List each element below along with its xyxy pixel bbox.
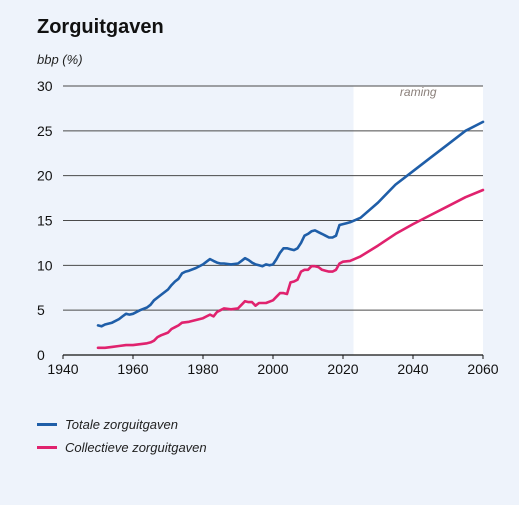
legend-item-total: Totale zorguitgaven bbox=[37, 414, 207, 434]
legend-item-collective: Collectieve zorguitgaven bbox=[37, 437, 207, 457]
y-axis-label: bbp (%) bbox=[37, 52, 83, 67]
y-tick-label-10: 10 bbox=[37, 257, 53, 273]
series-line-total bbox=[96, 120, 485, 328]
line-chart: raming 0 5 10 15 20 25 30 1940 1960 1980 2000 2020 2… bbox=[37, 78, 499, 377]
legend-label-total: Totale zorguitgaven bbox=[65, 416, 178, 432]
x-tick-label-1980: 1980 bbox=[187, 361, 218, 377]
series-line-collective bbox=[96, 188, 485, 350]
legend-swatch-total bbox=[37, 422, 57, 426]
forecast-label: raming bbox=[400, 85, 437, 99]
chart-title: Zorguitgaven bbox=[37, 16, 164, 38]
y-tick-label-30: 30 bbox=[37, 78, 53, 94]
y-tick-label-5: 5 bbox=[37, 302, 45, 318]
y-tick-label-25: 25 bbox=[37, 123, 53, 139]
x-tick-label-2020: 2020 bbox=[327, 361, 358, 377]
y-tick-label-0: 0 bbox=[37, 347, 45, 363]
grid-lines bbox=[63, 85, 483, 311]
legend-swatch-collective bbox=[37, 445, 57, 449]
x-tick-label-1940: 1940 bbox=[47, 361, 78, 377]
series-group bbox=[96, 120, 485, 350]
x-tick-label-1960: 1960 bbox=[117, 361, 148, 377]
y-tick-label-15: 15 bbox=[37, 213, 53, 229]
legend-label-collective: Collectieve zorguitgaven bbox=[65, 439, 207, 455]
y-tick-label-20: 20 bbox=[37, 168, 53, 184]
legend: Totale zorguitgaven Collectieve zorguitg… bbox=[37, 414, 207, 460]
axes: 0 5 10 15 20 25 30 1940 1960 1980 2000 2020 2040 2060 bbox=[37, 78, 499, 377]
x-tick-label-2000: 2000 bbox=[257, 361, 288, 377]
x-tick-label-2040: 2040 bbox=[397, 361, 428, 377]
x-tick-label-2060: 2060 bbox=[467, 361, 498, 377]
